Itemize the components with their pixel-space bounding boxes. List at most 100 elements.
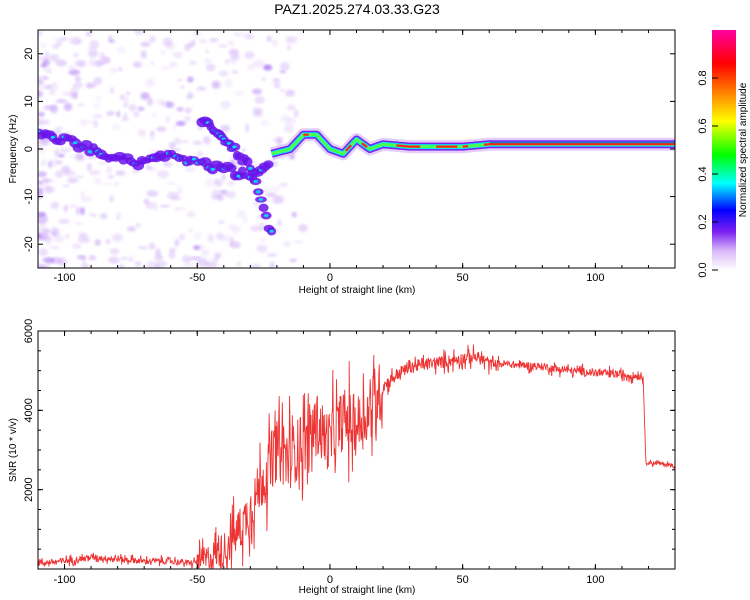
spectrogram-noise-mark — [286, 104, 297, 111]
spectrogram-noise-mark — [127, 226, 137, 232]
spectrogram-noise-mark — [229, 241, 241, 249]
spectrogram-ridge-core — [210, 167, 215, 171]
colorbar-ticks: 0.0 0.2 0.4 0.6 0.8 — [697, 70, 718, 278]
spectrogram-noise-mark — [278, 182, 288, 188]
spectrogram-noise-mark — [205, 262, 218, 268]
spectrogram-noise-mark — [191, 39, 197, 45]
snr-panel: -100 -50 0 50 100 2000 4000 6000 Height of stra… — [8, 319, 676, 596]
spectrogram-noise-mark — [97, 161, 107, 165]
spectrogram-noise-mark — [115, 170, 126, 176]
spectrogram-ridge-core — [236, 174, 241, 178]
spectrogram-noise-mark — [272, 137, 284, 143]
spectrogram-noise-mark — [186, 76, 194, 83]
spectrogram-noise-mark — [109, 195, 115, 203]
spectrogram-xtick-label: 100 — [586, 272, 604, 284]
spectrogram-noise-mark — [273, 83, 281, 89]
snr-ylabel: SNR (10 * v/v) — [8, 418, 19, 482]
spectrogram-noise-mark — [213, 253, 220, 263]
spectrogram-noise-mark — [244, 123, 250, 133]
spectrogram-noise-mark — [122, 103, 129, 108]
snr-xtick-label: -50 — [189, 574, 205, 586]
converged-tone-peak — [396, 144, 421, 148]
spectrogram-noise-mark — [102, 56, 111, 64]
spectrogram-noise-mark — [228, 48, 240, 56]
spectrogram-noise-mark — [196, 86, 207, 92]
colorbar-tick-label: 0.4 — [697, 166, 709, 181]
spectrogram-noise-mark — [145, 78, 155, 87]
spectrogram-noise-mark — [43, 106, 55, 111]
spectrogram-noise-mark — [175, 120, 186, 127]
snr-ytick-label: 6000 — [23, 319, 35, 343]
spectrogram-noise-mark — [160, 66, 171, 71]
spectrogram-noise-mark — [277, 218, 282, 227]
spectrogram-xtick-label: -50 — [189, 272, 205, 284]
spectrogram-noise-mark — [119, 94, 125, 101]
snr-xtick-label: -100 — [54, 574, 76, 586]
spectrogram-noise-mark — [218, 44, 228, 48]
colorbar-gradient — [712, 30, 736, 270]
spectrogram-noise-mark — [269, 185, 281, 193]
spectrogram-noise-mark — [140, 92, 150, 100]
spectrogram-noise-mark — [111, 233, 123, 242]
snr-xtick-label: 50 — [457, 574, 469, 586]
spectrogram-noise-mark — [198, 256, 208, 263]
spectrogram-noise-mark — [95, 95, 102, 102]
spectrogram-noise-mark — [269, 261, 275, 268]
spectrogram-noise-mark — [40, 182, 51, 192]
spectrogram-noise-mark — [224, 78, 233, 88]
spectrogram-noise-mark — [244, 51, 255, 60]
spectrogram-noise-mark — [231, 225, 241, 234]
spectrogram-ridge-core — [87, 150, 93, 154]
spectrogram-noise-mark — [105, 238, 111, 245]
spectrogram-noise-mark — [124, 255, 136, 261]
spectrogram-noise-mark — [38, 91, 42, 97]
spectrogram-ylabel: Frequency (Hz) — [8, 115, 19, 184]
spectrogram-noise-mark — [123, 96, 129, 105]
spectrogram-noise-mark — [77, 102, 85, 108]
spectrogram-noise-mark — [38, 227, 48, 233]
spectrogram-noise-mark — [93, 120, 99, 129]
colorbar-tick-label: 0.2 — [697, 214, 709, 229]
colorbar: 0.0 0.2 0.4 0.6 0.8 Normalized spectral ampl… — [697, 30, 749, 278]
spectrogram-noise-mark — [60, 37, 68, 41]
spectrogram-xtick-label: 50 — [457, 272, 469, 284]
spectrogram-noise-mark — [220, 100, 231, 110]
spectrogram-noise-mark — [146, 260, 158, 268]
spectrogram-noise-mark — [94, 177, 102, 185]
spectrogram-noise-mark — [132, 111, 140, 118]
spectrogram-noise-mark — [99, 212, 108, 220]
spectrogram-noise-mark — [174, 206, 180, 212]
spectrogram-noise-mark — [148, 242, 156, 250]
spectrogram-noise-mark — [75, 206, 81, 216]
spectrogram-noise-mark — [63, 204, 69, 213]
snr-xtick-label: 100 — [586, 574, 604, 586]
spectrogram-noise-mark — [42, 59, 50, 67]
spectrogram-noise-mark — [48, 158, 60, 167]
spectrogram-noise-mark — [61, 184, 70, 188]
spectrogram-noise-mark — [293, 240, 304, 244]
spectrogram-noise-mark — [168, 250, 176, 259]
spectrogram-noise-mark — [137, 246, 148, 250]
spectrogram-noise-mark — [174, 137, 182, 145]
spectrogram-noise-mark — [162, 37, 173, 47]
spectrogram-ridge-core — [269, 229, 274, 233]
snr-ytick-label: 4000 — [23, 398, 35, 422]
spectrogram-noise-mark — [242, 216, 248, 223]
spectrogram-noise-mark — [146, 97, 154, 107]
spectrogram-noise-mark — [44, 50, 50, 60]
colorbar-tick-label: 0.0 — [697, 262, 709, 277]
spectrogram-noise-mark — [251, 88, 263, 95]
spectrogram-noise-mark — [153, 201, 158, 211]
spectrogram-noise-mark — [241, 148, 246, 153]
spectrogram-noise-mark — [51, 231, 57, 237]
spectrogram-noise-mark — [94, 59, 104, 68]
colorbar-tick-label: 0.8 — [697, 70, 709, 85]
spectrogram-noise-mark — [219, 124, 231, 133]
spectrogram-noise-mark — [286, 44, 292, 51]
spectrogram-noise-mark — [293, 109, 299, 118]
spectrogram-noise-mark — [266, 253, 278, 257]
spectrogram-noise-mark — [272, 80, 282, 85]
spectrogram-noise-mark — [173, 148, 181, 152]
spectrogram-noise-mark — [79, 119, 88, 127]
